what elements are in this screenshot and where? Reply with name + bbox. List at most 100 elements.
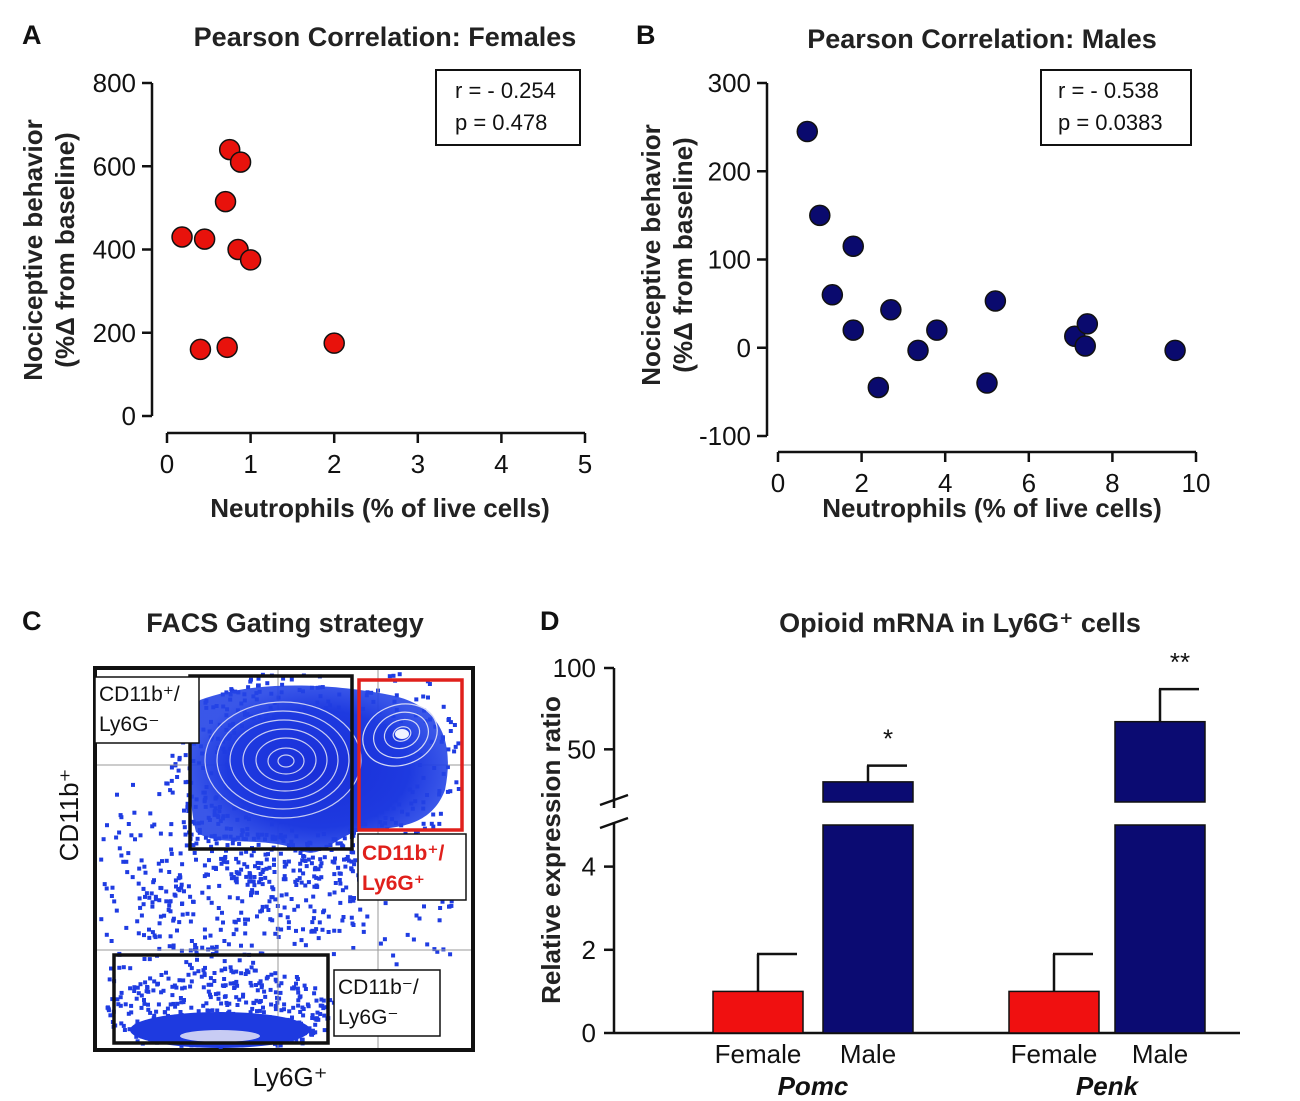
axis-break-mark [599,793,629,807]
facs-dot [344,857,349,861]
facs-dot [332,860,337,865]
facs-dot [184,960,189,965]
facs-dot [180,912,185,917]
facs-dot [142,933,146,938]
facs-dot [129,1003,134,1008]
facs-dot [437,918,442,923]
facs-dot [243,972,248,976]
panel-a-title: Pearson Correlation: Females [194,22,577,52]
facs-dot [352,830,356,835]
facs-dot [351,946,356,950]
facs-dot [171,945,176,950]
facs-dot [278,990,283,995]
facs-dot [282,905,287,910]
facs-dot [200,890,205,895]
facs-dot [365,914,370,919]
facs-dot [179,885,184,890]
facs-dot [322,1013,327,1018]
facs-dot [239,910,244,915]
facs-dot [222,994,227,999]
facs-dot [151,988,156,993]
panel-b-axes: -100 0 100 200 300 0 2 4 6 8 10 [699,68,1211,498]
facs-dot [182,825,187,830]
facs-dot [333,881,338,885]
facs-dot [202,874,207,879]
facs-dot [200,945,205,950]
facs-dot [182,889,186,894]
facs-dot [118,1003,123,1008]
x-tick-label: 3 [411,449,425,479]
facs-dot [164,899,169,904]
scatter-point [214,190,237,213]
facs-dot [312,909,317,914]
facs-dot [117,965,122,970]
facs-dot [160,859,164,864]
facs-dot [137,896,142,901]
facs-dot [157,921,162,926]
facs-dot [318,864,323,869]
scatter-point [216,336,238,359]
panel-b-p-value: p = 0.0383 [1058,110,1163,135]
x-tick-label: 4 [494,449,508,479]
facs-dot [281,877,286,882]
panel-b-xlabel: Neutrophils (% of live cells) [822,493,1162,523]
facs-dot [251,1000,256,1005]
facs-dot [129,1010,134,1015]
facs-dot [203,835,208,840]
facs-dot [202,927,207,932]
facs-dot [206,839,211,844]
y-tick-label: 0 [737,333,751,363]
facs-dot [345,854,350,859]
facs-dot [281,676,286,681]
facs-dot [228,965,233,970]
facs-dot [427,682,432,686]
facs-dot [219,968,224,973]
facs-dot [346,858,351,863]
facs-dot [182,985,187,990]
facs-dot [206,947,211,952]
facs-dot [206,989,211,994]
facs-dot [296,990,301,995]
facs-dot [156,1002,161,1007]
facs-dot [134,996,139,1001]
facs-dot [282,974,287,979]
facs-dot [231,932,236,937]
facs-dot [229,872,234,877]
facs-dot [291,1005,296,1010]
facs-dot [332,890,337,895]
facs-dot [255,988,260,993]
facs-dot [214,949,219,954]
bar-category-label: Male [1132,1039,1188,1069]
y-tick-label: 400 [93,235,136,265]
facs-dot [234,927,239,932]
facs-dot [194,857,198,862]
facs-dot [319,875,324,880]
facs-dot [248,980,253,985]
facs-dot [276,983,281,988]
facs-dot [182,998,186,1002]
facs-dot [297,876,302,881]
facs-dot [223,983,228,988]
facs-dot [138,905,143,910]
facs-dot [243,917,247,922]
facs-dot [326,914,331,919]
facs-dot [272,857,276,862]
panel-b-points [796,120,1186,399]
facs-dot [342,836,347,841]
facs-dot [279,893,284,898]
facs-dot [136,881,141,886]
facs-dot [250,890,255,895]
panel-d-title: Opioid mRNA in Ly6G⁺ cells [779,608,1141,638]
scatter-point [976,372,998,394]
facs-dot [188,984,193,989]
facs-dot [192,850,197,855]
gate-label-box-top-right [357,833,467,901]
facs-dot [179,882,184,887]
facs-dot [230,841,235,846]
facs-dot [139,993,144,998]
scatter-point [239,249,262,271]
facs-dot [141,902,146,907]
facs-dot [175,1001,180,1006]
facs-dot [169,822,174,827]
facs-dot [453,744,458,749]
